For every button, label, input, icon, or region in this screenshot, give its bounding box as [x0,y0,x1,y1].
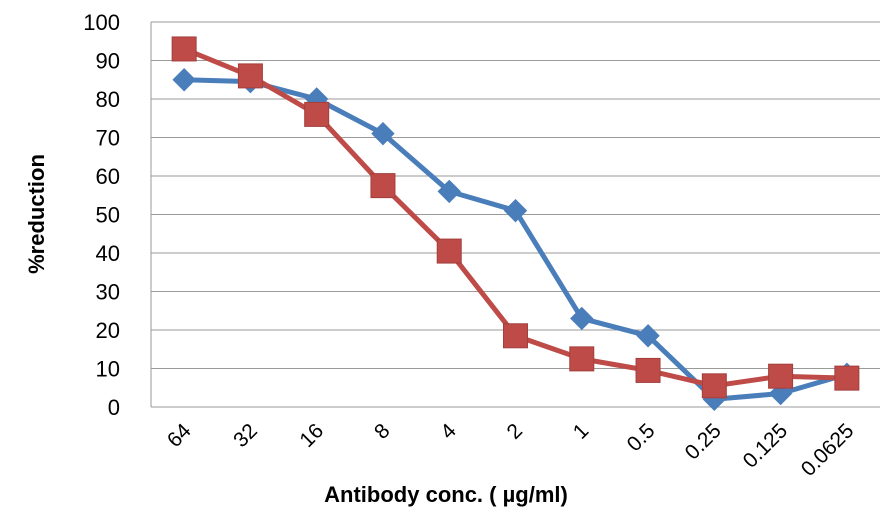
x-tick-label: 0.125 [739,419,792,472]
y-tick-label: 70 [96,126,120,151]
series-2 [171,36,860,399]
data-point-diamond [636,324,660,348]
data-point-diamond [503,198,528,223]
y-tick-label: 20 [96,318,120,343]
series-1-line [181,77,850,402]
x-tick-label: 0.25 [681,419,726,464]
data-point-square [635,357,661,383]
data-point-diamond [570,306,594,331]
y-tick-label: 60 [96,164,120,189]
x-tick-label: 1 [569,419,594,444]
data-point-square [569,346,595,372]
y-axis-ticks: 0 10 20 30 40 50 60 70 80 90 100 [83,10,120,420]
series-group [171,36,860,412]
x-tick-label: 0.0625 [797,419,859,481]
data-point-square [304,101,330,127]
data-point-diamond [437,179,461,204]
data-point-square [834,365,860,391]
data-point-square [171,36,197,62]
x-tick-label: 0.5 [623,419,660,456]
data-point-square [701,373,727,399]
y-axis-title: %reduction [24,154,49,274]
y-tick-label: 40 [96,241,120,266]
y-tick-label: 90 [96,49,120,74]
data-point-diamond [371,121,395,146]
data-point-square [370,173,396,199]
x-axis-ticks: 64 32 16 8 4 2 1 0.5 0.25 0.125 0.0625 [163,419,859,481]
data-point-square [237,63,263,89]
x-tick-label: 4 [436,419,461,444]
x-axis-title: Antibody conc. ( µg/ml) [324,482,568,507]
data-point-diamond [172,68,196,92]
y-tick-label: 10 [96,357,120,382]
y-tick-label: 30 [96,280,120,305]
x-tick-label: 64 [163,419,196,452]
x-tick-label: 2 [503,419,528,444]
y-tick-label: 50 [96,203,120,228]
data-point-square [436,238,462,264]
x-tick-label: 32 [229,419,262,452]
x-tick-label: 16 [295,419,328,452]
y-tick-label: 80 [96,87,120,112]
y-tick-label: 100 [83,10,120,35]
data-point-square [768,363,794,389]
x-tick-label: 8 [370,419,395,444]
y-tick-label: 0 [108,395,120,420]
series-1 [172,68,859,412]
data-point-square [503,323,528,349]
